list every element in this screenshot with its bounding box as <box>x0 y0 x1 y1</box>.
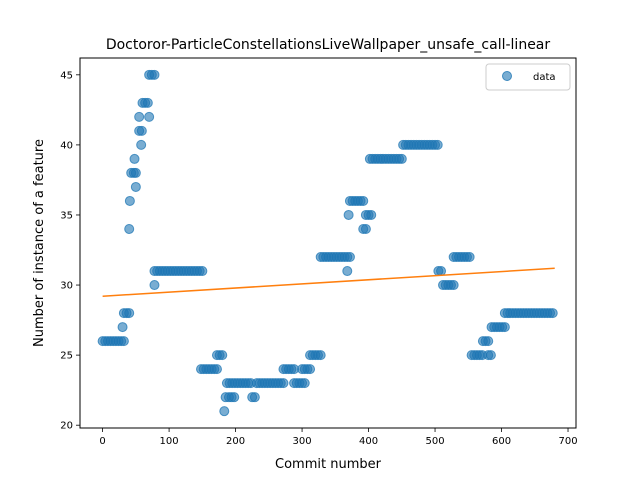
x-tick-label: 700 <box>558 436 577 447</box>
y-axis-label: Number of instance of a feature <box>32 139 47 347</box>
y-axis-ticks: 20 25 30 35 40 45 <box>60 70 80 432</box>
data-point <box>211 364 222 375</box>
data-point <box>464 252 475 263</box>
y-tick-label: 45 <box>60 70 73 81</box>
legend-box <box>485 63 571 91</box>
data-point <box>485 350 496 361</box>
data-point <box>130 167 141 178</box>
x-tick-label: 300 <box>293 436 312 447</box>
data-point <box>129 153 140 164</box>
data-point <box>358 195 369 206</box>
data-point <box>130 181 141 192</box>
data-point <box>547 308 558 319</box>
data-point <box>117 322 128 333</box>
data-point <box>342 266 353 277</box>
data-point <box>432 139 443 150</box>
data-point <box>278 378 289 389</box>
data-point <box>136 139 147 150</box>
data-point <box>144 111 155 122</box>
data-point <box>149 280 160 291</box>
data-point <box>315 350 326 361</box>
data-point <box>360 223 371 234</box>
y-tick-label: 35 <box>60 210 73 221</box>
data-point <box>305 364 316 375</box>
x-tick-label: 100 <box>160 436 179 447</box>
data-point <box>219 406 230 417</box>
data-point <box>483 336 494 347</box>
data-point <box>124 308 135 319</box>
trend-line <box>102 267 555 298</box>
x-tick-label: 200 <box>226 436 245 447</box>
legend-marker-data <box>502 71 512 81</box>
data-point <box>249 392 260 403</box>
y-tick-label: 25 <box>60 351 73 362</box>
data-point <box>448 280 459 291</box>
data-point <box>344 252 355 263</box>
data-point <box>396 153 407 164</box>
y-tick-label: 20 <box>60 421 73 432</box>
data-point <box>149 69 160 80</box>
x-tick-label: 0 <box>99 436 105 447</box>
data-points <box>97 69 558 417</box>
data-point <box>124 223 135 234</box>
y-tick-label: 30 <box>60 281 73 292</box>
data-point <box>197 266 208 277</box>
plot-frame <box>79 57 577 429</box>
data-point <box>118 336 129 347</box>
trend-line-group <box>102 267 555 298</box>
data-point <box>142 97 153 108</box>
x-tick-label: 400 <box>359 436 378 447</box>
data-point <box>366 209 377 220</box>
data-point <box>229 392 240 403</box>
data-point <box>299 378 310 389</box>
x-axis-ticks: 0 100 200 300 400 500 600 700 <box>99 428 578 447</box>
data-point <box>499 322 510 333</box>
x-tick-label: 600 <box>492 436 511 447</box>
data-point <box>124 195 135 206</box>
data-point <box>436 266 447 277</box>
x-tick-label: 500 <box>425 436 444 447</box>
legend: data <box>485 63 571 91</box>
y-tick-label: 40 <box>60 140 73 151</box>
data-point <box>217 350 228 361</box>
data-point <box>343 209 354 220</box>
data-point <box>136 125 147 136</box>
chart-title: Doctoror-ParticleConstellationsLiveWallp… <box>106 37 551 53</box>
data-point <box>134 111 145 122</box>
x-axis-label: Commit number <box>275 457 382 472</box>
legend-label-data: data <box>533 72 556 83</box>
